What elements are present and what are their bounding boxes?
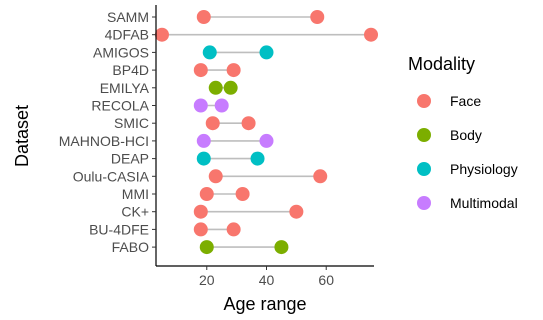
min-point-oulu-casia <box>208 169 223 184</box>
y-tick-label: MMI <box>122 186 149 202</box>
y-tick-label: BU-4DFE <box>89 221 149 237</box>
min-point-ck- <box>193 204 208 219</box>
y-axis-title: Dataset <box>12 105 32 167</box>
max-point-mmi <box>235 187 250 201</box>
y-tick-label: RECOLA <box>91 98 149 114</box>
legend-key-multimodal <box>417 196 431 210</box>
y-tick-label: SMIC <box>114 115 149 131</box>
min-point-deap <box>196 151 211 166</box>
legend-label-physiology: Physiology <box>450 161 518 177</box>
y-tick-label: Oulu-CASIA <box>73 168 150 184</box>
legend-label-face: Face <box>450 93 481 109</box>
y-tick-label: FABO <box>112 239 149 255</box>
min-point-4dfab <box>154 27 169 42</box>
x-tick-label: 60 <box>318 272 334 288</box>
x-axis-title: Age range <box>223 294 306 314</box>
min-point-samm <box>196 10 211 24</box>
legend-key-body <box>417 128 431 142</box>
max-point-emilya <box>223 80 238 95</box>
min-point-fabo <box>199 240 214 255</box>
min-point-mahnob-hci <box>196 133 211 148</box>
max-point-4dfab <box>364 27 379 42</box>
x-tick-label: 40 <box>259 272 275 288</box>
legend-label-multimodal: Multimodal <box>450 195 518 211</box>
legend-label-body: Body <box>450 127 482 143</box>
min-point-emilya <box>208 80 223 95</box>
x-ticks-layer: 20 40 60 <box>199 266 334 288</box>
max-point-mahnob-hci <box>259 133 274 148</box>
max-point-smic <box>241 116 256 131</box>
min-point-smic <box>205 116 220 131</box>
max-point-deap <box>250 151 265 166</box>
y-tick-label: SAMM <box>107 9 149 25</box>
max-point-bp4d <box>226 63 241 78</box>
legend-title: Modality <box>408 54 475 74</box>
min-point-mmi <box>199 187 214 201</box>
y-tick-label: DEAP <box>111 151 149 167</box>
points-layer <box>154 10 379 255</box>
max-point-oulu-casia <box>313 169 328 184</box>
legend-key-face <box>417 94 431 108</box>
y-tick-label: 4DFAB <box>105 27 149 43</box>
y-tick-label: MAHNOB-HCI <box>59 133 149 149</box>
y-tick-label: EMILYA <box>100 80 150 96</box>
max-point-recola <box>214 98 229 113</box>
x-tick-label: 20 <box>199 272 215 288</box>
legend: Modality Face Body Physiology Multimodal <box>408 54 518 211</box>
min-point-amigos <box>202 45 217 60</box>
max-point-bu-4dfe <box>226 222 241 237</box>
max-point-ck- <box>289 204 304 219</box>
legend-key-physiology <box>417 162 431 176</box>
min-point-recola <box>193 98 208 113</box>
max-point-samm <box>310 10 325 24</box>
min-point-bp4d <box>193 63 208 78</box>
max-point-amigos <box>259 45 274 60</box>
y-tick-label: BP4D <box>112 62 149 78</box>
max-point-fabo <box>274 240 289 255</box>
min-point-bu-4dfe <box>193 222 208 237</box>
y-tick-label: CK+ <box>121 204 149 220</box>
y-tick-label: AMIGOS <box>93 44 149 60</box>
